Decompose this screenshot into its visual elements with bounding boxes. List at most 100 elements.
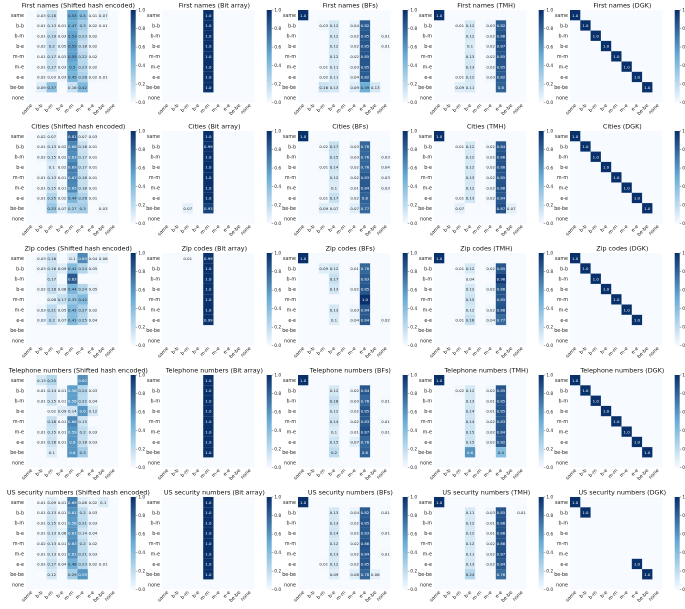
column-tick-label: b-b xyxy=(579,590,589,600)
heatmap-cell xyxy=(642,82,653,93)
heatmap-cell xyxy=(495,517,507,528)
heatmap-cell xyxy=(359,569,371,580)
colorbar xyxy=(130,253,136,346)
column-tick-label: be-be xyxy=(636,468,650,482)
row-tick-label: b-e xyxy=(16,409,24,415)
heatmap-cell xyxy=(380,395,391,406)
heatmap-cell xyxy=(36,507,47,518)
row-tick-label: m-m xyxy=(13,55,24,60)
row-tick-label: b-m xyxy=(423,34,433,40)
column-tick-label: m-m xyxy=(64,468,76,480)
heatmap-cell xyxy=(77,517,88,528)
heatmap-cell xyxy=(359,314,371,326)
cell-value-label: 0.04 xyxy=(350,318,359,323)
column-tick-label: m-m xyxy=(472,224,484,236)
column-tick-label: be-be xyxy=(92,224,106,238)
heatmap-cell xyxy=(77,192,88,204)
column-tick-label: be-be xyxy=(92,103,106,117)
cell-value-label: 0.02 xyxy=(486,196,495,201)
cell-value-label: 0.07 xyxy=(58,206,67,211)
colorbar-tick-label: 0.4 xyxy=(410,306,417,312)
cell-value-label: 0.59 xyxy=(78,572,87,577)
heatmap-cell xyxy=(56,416,68,427)
cell-value-label: 0.06 xyxy=(371,572,380,577)
column-tick-label: m-m xyxy=(336,346,348,358)
heatmap-cell xyxy=(203,71,214,83)
heatmap-cell xyxy=(67,507,78,518)
heatmap-title: US security numbers (TMH) xyxy=(442,489,530,497)
heatmap-cell xyxy=(485,527,496,539)
heatmap-cell xyxy=(203,517,214,528)
column-tick-label: e-e xyxy=(495,591,504,600)
heatmap-cell xyxy=(495,569,507,580)
colorbar-tick-label: 0.0 xyxy=(274,343,281,349)
cell-value-label: 0.37 xyxy=(47,85,56,90)
colorbar-tick-label: 0.8 xyxy=(274,513,281,519)
cell-value-label: 0.15 xyxy=(330,440,339,445)
cell-value-label: 0.03 xyxy=(319,23,328,28)
heatmap-first-names-bfs: First names (BFs)1.00.03 0.12 0.04 0.820.12… xyxy=(282,2,417,117)
heatmap-cell xyxy=(611,51,622,62)
column-tick-label: b-b xyxy=(307,590,317,600)
colorbar-tick-label: 0.2 xyxy=(274,203,281,209)
row-tick-label: b-m xyxy=(151,399,161,405)
cell-value-label: 0.67 xyxy=(68,175,77,180)
row-tick-label: e-e xyxy=(560,319,568,324)
row-tick-label: m-e xyxy=(287,186,296,191)
colorbar-tick-label: 0.0 xyxy=(138,343,145,349)
heatmap-cell xyxy=(464,51,476,62)
column-tick-label: b-m xyxy=(588,224,599,235)
cell-value-label: 0.01 xyxy=(89,144,98,149)
heatmap-cell xyxy=(203,263,214,274)
heatmap-cell xyxy=(485,161,496,173)
cell-value-label: 0.02 xyxy=(486,54,495,59)
colorbar-tick-label: 0.2 xyxy=(138,203,145,209)
cell-value-label: 0.04 xyxy=(58,562,67,567)
cell-value-label: 0.12 xyxy=(330,388,339,393)
cell-value-label: 0.01 xyxy=(381,551,390,556)
cell-value-label: 0.22 xyxy=(78,54,87,59)
row-tick-label: m-e xyxy=(151,308,160,313)
colorbar-tick-label: 0.2 xyxy=(274,325,281,331)
colorbar-tick-label: 0.0 xyxy=(138,465,145,471)
heatmap-cell xyxy=(203,20,214,31)
heatmap-cell xyxy=(349,161,360,173)
cell-value-label: 1.0 xyxy=(603,409,610,414)
row-tick-label: none xyxy=(284,96,296,101)
column-tick-label: m-e xyxy=(211,225,221,235)
heatmap-cell xyxy=(87,182,99,193)
column-tick-label: e-e xyxy=(631,104,640,113)
cell-value-label: 0.13 xyxy=(47,541,56,546)
row-tick-label: e-e xyxy=(424,319,432,324)
column-tick-label: m-e xyxy=(75,347,85,357)
heatmap-cell xyxy=(485,172,496,183)
cell-value-label: 0.12 xyxy=(466,287,475,292)
colorbar xyxy=(266,131,272,224)
colorbar xyxy=(674,375,680,468)
cell-value-label: 0.47 xyxy=(68,23,77,28)
heatmap-cell xyxy=(349,527,360,539)
column-tick-label: m-e xyxy=(483,469,493,479)
cell-value-label: 1.0 xyxy=(205,307,212,312)
row-tick-label: m-e xyxy=(559,308,568,313)
row-tick-label: e-e xyxy=(16,197,24,202)
cell-value-label: 0.86 xyxy=(497,33,506,38)
heatmap-cell xyxy=(87,527,99,539)
cell-value-label: 0.01 xyxy=(99,75,108,80)
cell-value-label: 0.01 xyxy=(58,520,67,525)
heatmap-cell xyxy=(87,161,99,173)
column-tick-label: b-m xyxy=(44,103,55,114)
cell-value-label: 0.02 xyxy=(486,266,495,271)
column-tick-label: none xyxy=(104,347,116,359)
cell-value-label: 0.12 xyxy=(330,409,339,414)
heatmap-cell xyxy=(495,273,507,284)
heatmap-cell xyxy=(56,71,68,83)
heatmap-cell xyxy=(590,30,601,41)
heatmap-cell xyxy=(506,203,517,214)
heatmap-cell xyxy=(67,426,78,437)
heatmap-cell xyxy=(495,71,507,83)
cell-value-label: 0.03 xyxy=(486,75,495,80)
cell-value-label: 1.0 xyxy=(205,134,212,139)
cell-value-label: 0.04 xyxy=(89,318,98,323)
cell-value-label: 0.82 xyxy=(497,75,506,80)
